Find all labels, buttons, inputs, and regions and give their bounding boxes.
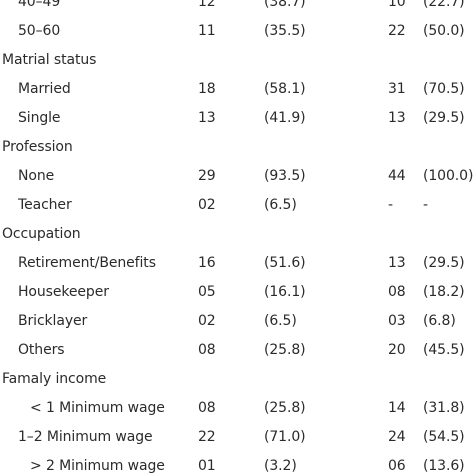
group1-percent: (16.1) [264, 284, 306, 300]
row-label: Single [18, 110, 61, 126]
row-label: < 1 Minimum wage [30, 400, 165, 416]
group2-count: 44 [388, 168, 406, 184]
group1-count: 29 [198, 168, 216, 184]
table-row-bricklayer: Bricklayer 02 (6.5) 03 (6.8) [0, 312, 474, 341]
group1-count: 08 [198, 342, 216, 358]
group1-percent: (51.6) [264, 255, 306, 271]
group1-count: 11 [198, 23, 216, 39]
section-heading-family-income: Famaly income [0, 370, 474, 399]
group1-percent: (25.8) [264, 400, 306, 416]
group1-count: 22 [198, 429, 216, 445]
section-heading-marital-status: Matrial status [0, 51, 474, 80]
row-label: 40–49 [18, 0, 61, 10]
table-row-housekeeper: Housekeeper 05 (16.1) 08 (18.2) [0, 283, 474, 312]
table-row-teacher: Teacher 02 (6.5) - - [0, 196, 474, 225]
group2-percent: (45.5) [423, 342, 465, 358]
group1-percent: (6.5) [264, 313, 297, 329]
group1-percent: (25.8) [264, 342, 306, 358]
group1-count: 05 [198, 284, 216, 300]
group2-percent: - [423, 197, 428, 213]
group1-count: 08 [198, 400, 216, 416]
group2-count: 13 [388, 110, 406, 126]
table-row-income-above-2: > 2 Minimum wage 01 (3.2) 06 (13.6) [0, 457, 474, 474]
group1-count: 02 [198, 313, 216, 329]
table-row-income-below-1: < 1 Minimum wage 08 (25.8) 14 (31.8) [0, 399, 474, 428]
row-label: 1–2 Minimum wage [18, 429, 153, 445]
group2-percent: (13.6) [423, 458, 465, 474]
group2-count: 03 [388, 313, 406, 329]
table-row-age-40-49: 40–49 12 (38.7) 10 (22.7) [0, 0, 474, 22]
row-label: > 2 Minimum wage [30, 458, 165, 474]
table-row-age-50-60: 50–60 11 (35.5) 22 (50.0) [0, 22, 474, 51]
group1-count: 18 [198, 81, 216, 97]
group1-percent: (38.7) [264, 0, 306, 10]
group2-percent: (31.8) [423, 400, 465, 416]
row-label: Others [18, 342, 65, 358]
group2-count: 10 [388, 0, 406, 10]
group2-count: 14 [388, 400, 406, 416]
group2-count: 13 [388, 255, 406, 271]
group2-percent: (22.7) [423, 0, 465, 10]
group2-count: 24 [388, 429, 406, 445]
group1-count: 02 [198, 197, 216, 213]
table-row-others: Others 08 (25.8) 20 (45.5) [0, 341, 474, 370]
section-label: Occupation [2, 226, 81, 242]
table-row-married: Married 18 (58.1) 31 (70.5) [0, 80, 474, 109]
section-label: Matrial status [2, 52, 97, 68]
row-label: Retirement/Benefits [18, 255, 156, 271]
group1-percent: (58.1) [264, 81, 306, 97]
group2-count: 31 [388, 81, 406, 97]
table-row-none: None 29 (93.5) 44 (100.0) [0, 167, 474, 196]
section-label: Famaly income [2, 371, 107, 387]
group2-percent: (29.5) [423, 110, 465, 126]
group2-percent: (54.5) [423, 429, 465, 445]
group1-percent: (93.5) [264, 168, 306, 184]
section-heading-occupation: Occupation [0, 225, 474, 254]
table-row-single: Single 13 (41.9) 13 (29.5) [0, 109, 474, 138]
group2-percent: (6.8) [423, 313, 456, 329]
group1-count: 16 [198, 255, 216, 271]
row-label: Teacher [18, 197, 72, 213]
row-label: Housekeeper [18, 284, 109, 300]
group2-count: 20 [388, 342, 406, 358]
group1-percent: (6.5) [264, 197, 297, 213]
table-row-income-1-2: 1–2 Minimum wage 22 (71.0) 24 (54.5) [0, 428, 474, 457]
row-label: Bricklayer [18, 313, 88, 329]
group1-count: 12 [198, 0, 216, 10]
row-label: Married [18, 81, 71, 97]
group1-percent: (35.5) [264, 23, 306, 39]
table-row-retirement-benefits: Retirement/Benefits 16 (51.6) 13 (29.5) [0, 254, 474, 283]
group1-percent: (3.2) [264, 458, 297, 474]
group2-count: - [388, 197, 393, 213]
group1-count: 01 [198, 458, 216, 474]
group2-percent: (100.0) [423, 168, 474, 184]
section-label: Profession [2, 139, 73, 155]
group2-percent: (18.2) [423, 284, 465, 300]
group1-count: 13 [198, 110, 216, 126]
section-heading-profession: Profession [0, 138, 474, 167]
group2-percent: (29.5) [423, 255, 465, 271]
group2-count: 08 [388, 284, 406, 300]
group2-percent: (50.0) [423, 23, 465, 39]
group1-percent: (71.0) [264, 429, 306, 445]
row-label: None [18, 168, 55, 184]
group2-count: 22 [388, 23, 406, 39]
group2-percent: (70.5) [423, 81, 465, 97]
group2-count: 06 [388, 458, 406, 474]
row-label: 50–60 [18, 23, 61, 39]
group1-percent: (41.9) [264, 110, 306, 126]
